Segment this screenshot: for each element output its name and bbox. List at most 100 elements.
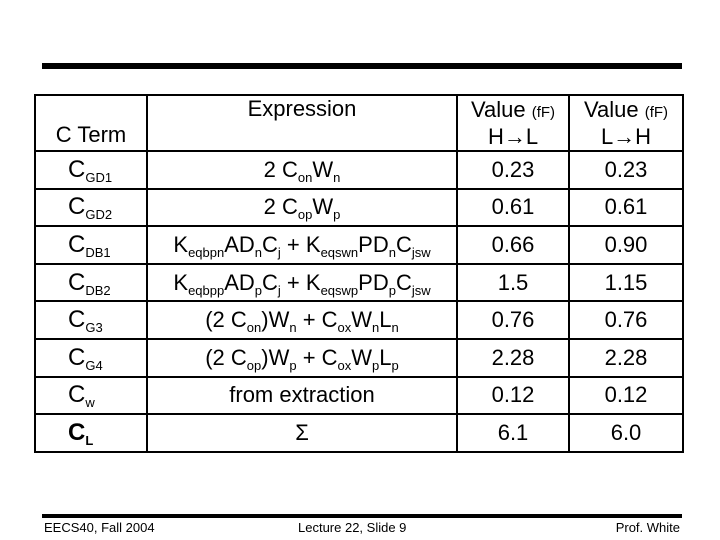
value-lh-cell: 0.90 [568,225,684,265]
term-cell: Cw [34,375,148,416]
expression-text: C [395,231,412,257]
expression-subscript: op [297,207,313,223]
value-lh-cell: 0.12 [568,375,684,416]
term-cell: CL [34,413,148,453]
expression-subscript: p [388,282,396,298]
expression-text: PD [358,231,389,257]
expression-subscript: n [289,320,297,336]
term-symbol: C [68,268,86,296]
expression-text: AD [224,269,255,295]
header-value-lh: Value (fF) L→H [568,94,684,152]
expression-subscript: p [254,282,263,298]
value-hl-cell: 0.12 [456,375,570,416]
table-row: CL Σ 6.1 6.0 [34,413,684,453]
expression-subscript: p [391,357,399,373]
expression-subscript: p [333,207,341,223]
expression-subscript: j [277,282,281,298]
expression-text: C [262,231,278,257]
value-hl-cell: 2.28 [456,337,570,378]
expression-subscript: eqbpn [188,244,225,260]
footer-center: Lecture 22, Slide 9 [298,520,407,535]
table-row: CG4 (2 Cop)Wp + CoxWpLp 2.28 2.28 [34,337,684,378]
header-unit: (fF) [644,103,669,121]
expression-text: PD [358,269,389,295]
expression-cell: from extraction [146,375,458,416]
header-value-label: Value [470,96,526,122]
value-hl-cell: 1.5 [456,262,570,303]
capacitance-table: C Term Expression Value (fF) H→L Value (… [34,94,684,453]
expression-text: L [379,307,392,333]
expression-text: W [351,344,373,370]
value-lh-cell: 6.0 [568,413,684,453]
value-lh-cell: 0.76 [568,300,684,340]
term-cell: CG4 [34,337,148,378]
expression-subscript: n [391,320,399,336]
table-row: CGD1 2 ConWn 0.23 0.23 [34,150,684,190]
expression-subscript: ox [337,357,352,373]
header-value-label: Value [583,96,639,122]
expression-text: (2 C [205,344,247,370]
term-symbol: C [68,193,86,221]
expression-subscript: on [297,169,313,185]
expression-text: 2 C [263,156,298,182]
value-hl-cell: 0.61 [456,187,570,228]
term-subscript: G4 [85,357,103,373]
table-row: Cw from extraction 0.12 0.12 [34,375,684,416]
term-subscript: G3 [85,320,103,336]
expression-text: )W [261,307,290,333]
value-hl-cell: 6.1 [456,413,570,453]
header-term: C Term [34,94,148,152]
term-cell: CGD2 [34,187,148,228]
expression-text: + C [296,307,338,333]
value-hl-cell: 0.66 [456,225,570,265]
expression-text: W [351,307,373,333]
expression-text: + K [280,231,321,257]
expression-subscript: jsw [411,282,431,298]
expression-subscript: n [333,169,341,185]
term-cell: CDB1 [34,225,148,265]
expression-subscript: op [246,357,262,373]
term-subscript: DB2 [85,282,111,298]
term-symbol: C [68,230,86,258]
expression-text: L [379,344,392,370]
term-symbol: C [68,418,86,446]
term-subscript: GD1 [85,169,113,185]
term-symbol: C [68,343,86,371]
term-cell: CG3 [34,300,148,340]
expression-text: (2 C [205,307,247,333]
header-unit: (fF) [531,103,556,121]
expression-text: K [173,231,189,257]
header-expression: Expression [146,94,458,152]
expression-cell: (2 Cop)Wp + CoxWpLp [146,337,458,378]
value-hl-cell: 0.76 [456,300,570,340]
term-cell: CGD1 [34,150,148,190]
expression-text: C [262,269,278,295]
value-hl-cell: 0.23 [456,150,570,190]
term-symbol: C [68,306,86,334]
value-lh-cell: 1.15 [568,262,684,303]
expression-text: W [312,194,334,220]
expression-text: )W [261,344,290,370]
expression-cell: KeqbppADpCj + KeqswpPDpCjsw [146,262,458,303]
term-subscript: w [85,395,95,411]
expression-subscript: p [372,357,380,373]
header-direction: H→L [487,123,539,149]
term-symbol: C [68,155,86,183]
value-lh-cell: 0.61 [568,187,684,228]
expression-text: AD [224,231,255,257]
expression-cell: 2 CopWp [146,187,458,228]
expression-subscript: n [388,244,396,260]
footer-right: Prof. White [615,520,680,535]
term-symbol: C [68,381,86,409]
expression-subscript: n [372,320,380,336]
expression-subscript: eqswp [320,282,359,298]
expression-cell: Σ [146,413,458,453]
expression-cell: (2 Con)Wn + CoxWnLn [146,300,458,340]
footer-left: EECS40, Fall 2004 [44,520,155,535]
table-row: CG3 (2 Con)Wn + CoxWnLn 0.76 0.76 [34,300,684,340]
expression-subscript: jsw [411,244,431,260]
expression-text: from extraction [229,382,375,408]
expression-subscript: on [246,320,262,336]
expression-cell: KeqbpnADnCj + KeqswnPDnCjsw [146,225,458,265]
header-direction: L→H [600,123,652,149]
